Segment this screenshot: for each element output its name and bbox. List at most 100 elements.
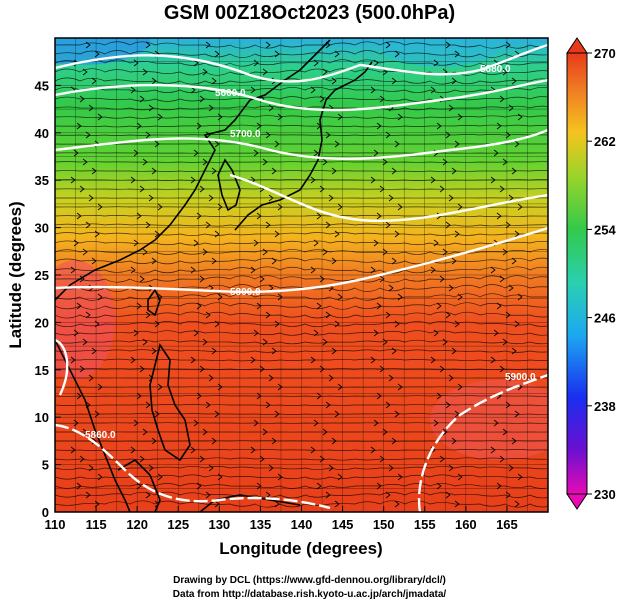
streamline-arrow [517,293,523,301]
streamline-arrow [379,275,385,283]
cool-patch-nw [55,38,150,65]
x-tick-label: 135 [250,517,272,532]
streamline-arrow [199,455,205,463]
streamline-arrow [130,446,136,454]
streamline-arrow [259,275,265,283]
streamline-arrow [190,176,196,184]
contour-label-2: 5700.0 [230,129,261,140]
streamline-arrow [94,230,100,238]
streamline-arrow [379,455,385,463]
streamline-arrow [217,383,223,391]
streamline-arrow [310,356,316,364]
streamline [55,330,548,336]
x-tick-label: 150 [373,517,395,532]
x-tick-label: 120 [126,517,148,532]
streamline-arrow [130,86,136,94]
x-tick-label: 115 [86,517,107,532]
streamline-arrow [316,212,322,220]
streamline-arrow [148,194,154,202]
streamline-arrow [448,464,454,472]
streamline-arrow [376,302,382,310]
streamline-arrow [325,311,331,319]
streamline-arrow [310,446,316,454]
streamline-arrow [214,50,220,58]
streamline-arrow [268,104,274,112]
height-contour-south [55,423,331,510]
streamline-arrow [448,374,454,382]
streamline [55,448,548,452]
streamline-arrow [310,86,316,94]
streamline-arrow [451,347,457,355]
streamline-arrow [253,329,259,337]
streamline-arrow [370,356,376,364]
streamline-arrow [205,491,211,499]
streamline-arrow [391,347,397,355]
streamline-arrow [391,77,397,85]
streamline-arrow [328,464,334,472]
streamline-arrow [208,194,214,202]
streamline [55,413,548,415]
streamline-arrow [142,248,148,256]
streamline-arrow [196,212,202,220]
streamline-arrow [331,167,337,175]
streamline-arrow [457,383,463,391]
streamline-arrow [79,95,85,103]
streamline-arrow [493,419,499,427]
streamline-arrow [190,266,196,274]
streamline-arrow [157,113,163,121]
streamline-arrow [139,275,145,283]
streamline-arrow [256,122,262,130]
streamline-arrow [337,203,343,211]
streamline [55,395,548,397]
streamline-arrow [331,257,337,265]
streamline-arrow [445,491,451,499]
streamline-arrow [448,194,454,202]
streamline-arrow [379,185,385,193]
streamline-arrow [376,122,382,130]
streamline-arrow [250,266,256,274]
streamline [55,349,548,353]
streamline-arrow [451,257,457,265]
streamline-arrow [322,158,328,166]
streamline-arrow [397,293,403,301]
streamline-arrow [370,446,376,454]
streamline-arrow [130,356,136,364]
streamline-arrow [196,392,202,400]
colorbar-bottom-arrow [566,493,588,510]
coastline-korea [217,158,241,212]
streamline-arrow [145,401,151,409]
streamline-arrow [259,365,265,373]
streamline-arrow [130,176,136,184]
streamline-arrow [262,68,268,76]
streamline-arrow [394,320,400,328]
streamline [55,440,548,442]
streamline-arrow [388,374,394,382]
height-contour-southeast [417,373,548,512]
streamline-arrow [277,113,283,121]
streamline-arrow [388,194,394,202]
streamline-arrow [79,365,85,373]
height-contour-3 [55,128,548,161]
streamline-arrow [496,122,502,130]
streamline-arrow [316,302,322,310]
streamline [55,232,548,236]
streamline-arrow [196,302,202,310]
streamline-arrow [94,410,100,418]
streamline-arrow [271,347,277,355]
streamline-arrow [319,95,325,103]
streamline-arrow [445,41,451,49]
streamline-arrow [370,176,376,184]
streamline-arrow [334,320,340,328]
streamline-arrow [211,437,217,445]
streamline-arrow [454,500,460,508]
streamline-arrow [430,356,436,364]
colorbar [566,52,588,495]
streamline-arrow [382,68,388,76]
streamline-arrow [217,203,223,211]
streamline-arrow [91,347,97,355]
streamline-arrow [499,95,505,103]
streamline-arrow [145,221,151,229]
x-tick-label: 145 [332,517,354,532]
colorbar-tick-label: 230 [594,487,616,502]
streamline-arrow [154,320,160,328]
